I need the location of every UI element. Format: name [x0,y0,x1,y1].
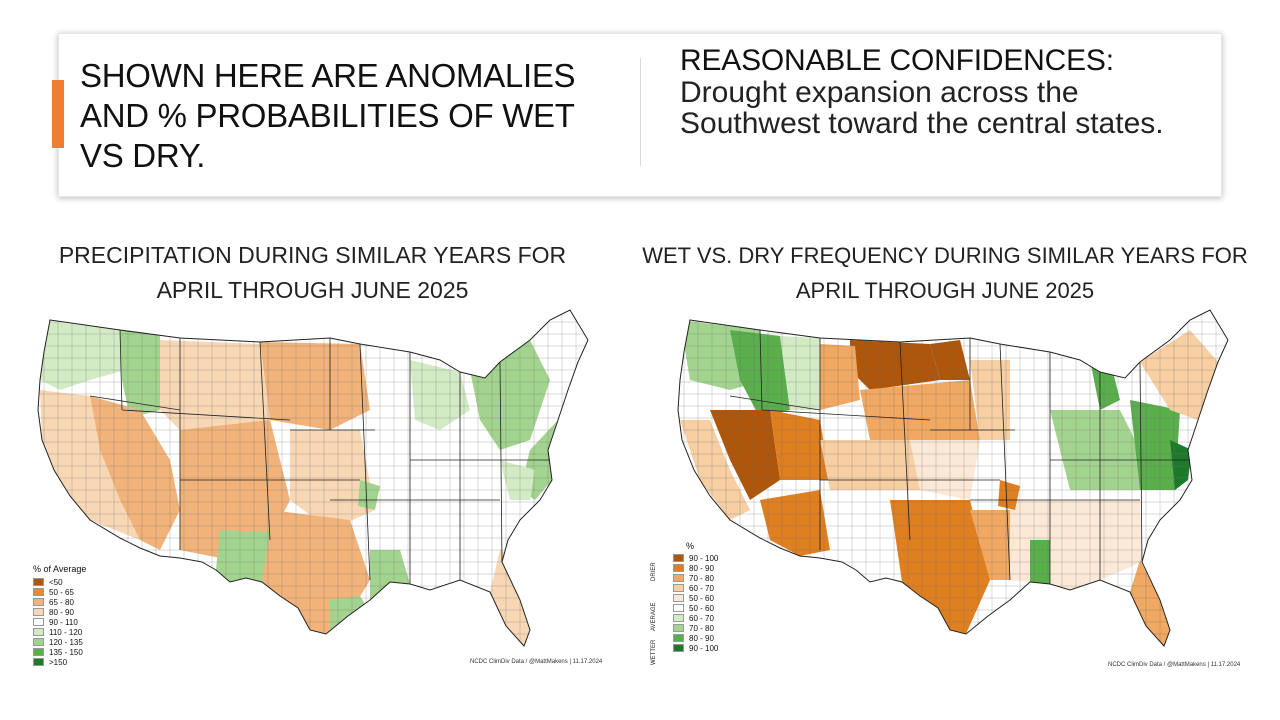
confidence-body: Drought expansion across the Southwest t… [680,76,1164,140]
header-divider [640,58,641,166]
right-legend-swatch [673,554,684,562]
right-legend-item: 60 - 70 [673,583,718,593]
left-map-credit: NCDC ClimDiv Data / @MattMakens | 11.17.… [470,659,603,665]
left-legend-label: >150 [49,657,68,667]
right-legend-label: 80 - 90 [689,563,714,573]
left-legend-item: <50 [33,577,86,587]
left-map-legend: % of Average <50 50 - 65 65 - 80 80 - 90 90 … [33,564,86,667]
right-map-credit: NCDC ClimDiv Data / @MattMakens | 11.17.… [1108,662,1241,668]
right-legend-swatch [673,564,684,572]
right-legend-item: 80 - 90 [673,633,718,643]
left-legend-item: 120 - 135 [33,637,86,647]
right-legend-swatch [673,634,684,642]
right-legend-label: 60 - 70 [689,583,714,593]
right-legend-label: 60 - 70 [689,613,714,623]
right-legend-swatch [673,614,684,622]
left-legend-swatch [33,648,44,656]
right-legend-label: 50 - 60 [689,593,714,603]
left-legend-label: 120 - 135 [49,637,83,647]
left-map-title: PRECIPITATION DURING SIMILAR YEARS FOR A… [58,242,567,303]
left-legend-swatch [33,598,44,606]
right-legend-swatch [673,584,684,592]
headline: SHOWN HERE ARE ANOMALIES AND % PROBABILI… [80,57,576,174]
left-legend-item: 110 - 120 [33,627,86,637]
right-legend-label: 70 - 80 [689,573,714,583]
left-legend-swatch [33,628,44,636]
right-legend-side-labels: DRIER AVERAGE WETTER [651,553,661,665]
right-legend-swatch [673,594,684,602]
right-legend-label: 90 - 100 [689,643,719,653]
left-legend-label: 50 - 65 [49,587,74,597]
confidence-title: REASONABLE CONFIDENCES: [680,44,1114,77]
right-legend-item: 60 - 70 [673,613,718,623]
right-legend-item: 50 - 60 [673,593,718,603]
right-legend-label: 80 - 90 [689,633,714,643]
accent-bar [52,80,64,148]
left-legend-swatch [33,658,44,666]
left-legend-label: 80 - 90 [49,607,74,617]
right-legend-item: 70 - 80 [673,623,718,633]
right-legend-swatch [673,624,684,632]
left-legend-item: >150 [33,657,86,667]
left-legend-swatch [33,618,44,626]
left-legend-item: 65 - 80 [33,597,86,607]
wetter-label: WETTER [651,639,657,665]
right-legend-swatch [673,574,684,582]
right-map-legend: % 90 - 100 80 - 90 70 - 80 60 - 70 50 - 60 50… [673,541,718,653]
left-legend-label: 65 - 80 [49,597,74,607]
right-map-title: WET VS. DRY FREQUENCY DURING SIMILAR YEA… [642,243,1248,303]
right-legend-item: 90 - 100 [673,553,718,563]
right-legend-label: 70 - 80 [689,623,714,633]
right-legend-title: % [686,541,695,551]
left-legend-swatch [33,588,44,596]
right-legend-item: 70 - 80 [673,573,718,583]
left-legend-swatch [33,638,44,646]
left-legend-label: 110 - 120 [49,627,83,637]
left-legend-label: 90 - 110 [49,617,78,627]
precipitation-map [37,309,589,647]
left-legend-item: 80 - 90 [33,607,86,617]
right-legend-swatch [673,644,684,652]
left-legend-item: 50 - 65 [33,587,86,597]
left-legend-swatch [33,578,44,586]
left-legend-title: % of Average [33,564,87,574]
right-legend-item: 50 - 60 [673,603,718,613]
left-legend-item: 135 - 150 [33,647,86,657]
right-legend-label: 90 - 100 [689,553,719,563]
left-legend-item: 90 - 110 [33,617,86,627]
left-legend-label: 135 - 150 [49,647,83,657]
right-legend-label: 50 - 60 [689,603,714,613]
right-legend-item: 90 - 100 [673,643,718,653]
left-legend-label: <50 [49,577,63,587]
left-legend-swatch [33,608,44,616]
right-legend-item: 80 - 90 [673,563,718,573]
wet-dry-frequency-map [677,309,1229,647]
drier-label: DRIER [651,562,657,581]
average-label: AVERAGE [651,602,657,631]
right-legend-swatch [673,604,684,612]
